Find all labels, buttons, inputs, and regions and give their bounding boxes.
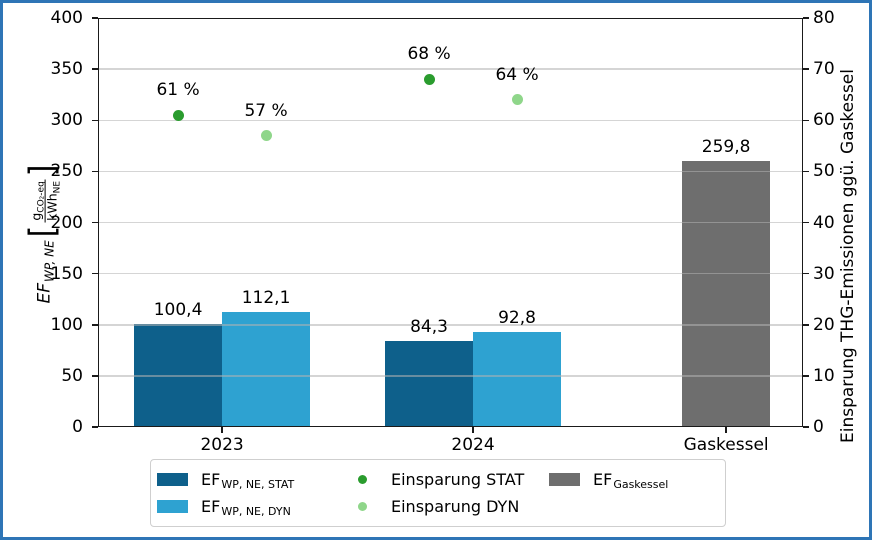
legend-item: EFGaskessel <box>549 470 709 491</box>
y-axis-right-tick-label: 20 <box>813 314 835 335</box>
gridline <box>99 170 802 173</box>
tick-mark <box>92 68 98 70</box>
y-axis-right-tick-label: 40 <box>813 212 835 233</box>
x-axis-tick-label: 2024 <box>451 435 495 455</box>
point-value-label: 64 % <box>495 64 539 85</box>
tick-mark <box>92 221 98 224</box>
legend-dot-icon <box>358 475 367 484</box>
tick-mark <box>803 68 809 70</box>
y-axis-left-tick-label: 350 <box>50 59 83 80</box>
legend-label: Einsparung STAT <box>391 470 524 489</box>
legend-dot-icon <box>347 475 378 484</box>
y-axis-right-tick-label: 30 <box>813 263 835 284</box>
tick-mark <box>92 17 98 19</box>
y-axis-left-tick-label: 300 <box>50 110 83 131</box>
legend-label-main: EF <box>593 470 613 489</box>
legend: EFWP, NE, STAT EFWP, NE, DYN Einsparung ST… <box>150 459 726 527</box>
y-axis-right-tick-label: 0 <box>813 417 824 437</box>
legend-label-sub: WP, NE, STAT <box>221 478 295 491</box>
legend-swatch-icon <box>157 500 188 513</box>
tick-mark <box>92 272 98 275</box>
legend-item: EFWP, NE, DYN <box>157 497 347 518</box>
bar-value-label: 259,8 <box>701 137 751 158</box>
point-value-label: 57 % <box>244 100 288 121</box>
scatter-point <box>511 94 523 106</box>
y-axis-left-tick-label: 50 <box>61 365 83 386</box>
y-axis-left-tick-label: 0 <box>72 417 83 437</box>
legend-label-main: Einsparung DYN <box>391 497 520 516</box>
x-axis-tick-label: 2023 <box>200 435 244 455</box>
point-value-label: 61 % <box>156 80 200 101</box>
gridline <box>99 324 802 326</box>
tick-mark <box>803 170 809 173</box>
point-value-label: 68 % <box>407 44 451 65</box>
y-axis-left-tick-label: 400 <box>50 8 83 28</box>
legend-label-main: EF <box>201 470 221 489</box>
tick-mark <box>803 17 809 19</box>
legend-label-sub: WP, NE, DYN <box>221 505 291 518</box>
legend-swatch-icon <box>157 473 188 486</box>
tick-mark <box>221 427 223 433</box>
ef-symbol: EF <box>35 282 55 304</box>
tick-mark <box>803 426 809 428</box>
y-axis-right-title-text: Einsparung THG-Emissionen ggü. Gaskessel <box>838 69 858 443</box>
bar <box>222 312 311 427</box>
legend-item: EFWP, NE, STAT <box>157 470 347 491</box>
tick-mark <box>92 426 98 428</box>
legend-swatch-icon <box>549 473 580 486</box>
scatter-point <box>260 130 272 142</box>
tick-mark <box>92 375 98 377</box>
tick-mark <box>472 427 474 433</box>
bar-value-label: 100,4 <box>153 300 203 321</box>
tick-mark <box>803 221 809 224</box>
legend-label-sub: Gaskessel <box>613 478 669 491</box>
y-axis-left-tick-label: 100 <box>50 314 83 335</box>
y-axis-right-tick-label: 10 <box>813 365 835 386</box>
gridline <box>99 68 802 70</box>
tick-mark <box>803 324 809 326</box>
tick-mark <box>803 272 809 275</box>
gridline <box>99 221 802 224</box>
legend-label-main: EF <box>201 497 221 516</box>
legend-label: EFWP, NE, STAT <box>201 470 295 491</box>
bar <box>682 161 771 427</box>
legend-label-main: Einsparung STAT <box>391 470 525 489</box>
x-axis-tick-label: Gaskessel <box>683 435 769 455</box>
tick-mark <box>92 119 98 121</box>
legend-label: EFWP, NE, DYN <box>201 497 291 518</box>
bar-value-label: 112,1 <box>241 288 291 309</box>
tick-mark <box>92 324 98 326</box>
bar <box>473 332 562 427</box>
legend-label: Einsparung DYN <box>391 497 519 516</box>
bar <box>385 340 474 427</box>
y-axis-left-tick-label: 250 <box>50 161 83 182</box>
legend-item: Einsparung STAT <box>347 470 549 489</box>
bar-value-label: 84,3 <box>410 316 448 337</box>
y-axis-right-tick-label: 50 <box>813 161 835 182</box>
scatter-point <box>172 109 184 121</box>
y-axis-left-tick-label: 150 <box>50 263 83 284</box>
tick-mark <box>803 375 809 377</box>
y-axis-right-tick-label: 70 <box>813 59 835 80</box>
scatter-point <box>423 73 435 85</box>
tick-mark <box>725 427 727 433</box>
unit-numerator: gCO₂-eq <box>28 179 47 223</box>
legend-item: Einsparung DYN <box>347 497 549 516</box>
gridline <box>99 375 802 377</box>
tick-mark <box>92 170 98 173</box>
legend-dot-icon <box>358 502 367 511</box>
tick-mark <box>803 119 809 121</box>
y-axis-right-tick-label: 60 <box>813 110 835 131</box>
legend-label: EFGaskessel <box>593 470 669 491</box>
y-axis-right-tick-label: 80 <box>813 8 835 28</box>
gridline <box>99 119 802 121</box>
legend-dot-icon <box>347 502 378 511</box>
bar-value-label: 92,8 <box>498 308 536 329</box>
y-axis-left-tick-label: 200 <box>50 212 83 233</box>
gridline <box>99 272 802 275</box>
